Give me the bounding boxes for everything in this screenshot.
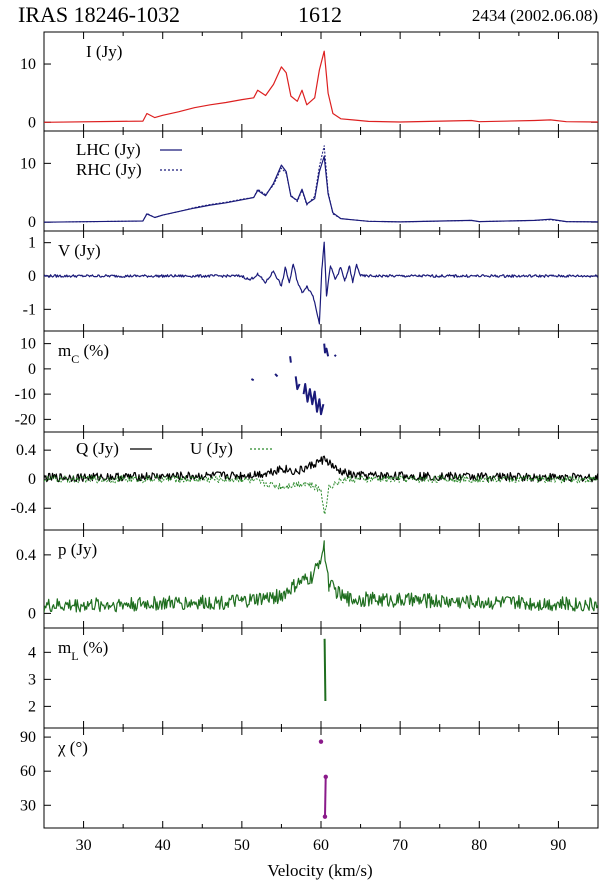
plot-area	[44, 145, 598, 223]
x-axis-label: Velocity (km/s)	[267, 861, 372, 880]
x-tick-label: 60	[313, 837, 329, 854]
series-line-V	[44, 241, 598, 325]
data-segment	[250, 378, 255, 382]
panel-frame	[43, 31, 599, 132]
panel-label: I (Jy)	[86, 42, 122, 61]
plot-area	[44, 540, 598, 613]
x-tick-label: 30	[76, 837, 92, 854]
x-tick-label: 90	[550, 837, 566, 854]
panel-label-unit: (%)	[79, 638, 109, 657]
data-segment	[323, 638, 327, 702]
y-tick-label: 0	[28, 214, 36, 231]
series-line-Q	[44, 455, 598, 483]
legend-label: LHC (Jy)	[76, 140, 141, 159]
source-name: IRAS 18246-1032	[18, 2, 180, 27]
panel-mC: -20 -10 0 10 mC (%)	[15, 330, 599, 433]
legend-label: RHC (Jy)	[76, 160, 142, 179]
panel-label: p (Jy)	[58, 540, 97, 559]
panel-label: mC (%)	[58, 341, 109, 366]
x-tick-label: 40	[155, 837, 171, 854]
series-line-p	[44, 540, 598, 613]
y-tick-label: 10	[20, 155, 36, 172]
y-tick-label: 10	[20, 56, 36, 73]
plot-area	[44, 455, 598, 515]
y-tick-label: 0	[28, 114, 36, 131]
panel-label-subscript: L	[71, 649, 78, 663]
y-tick-label: -0.4	[11, 500, 36, 517]
panel-label: χ (°)	[57, 738, 88, 757]
data-point	[322, 814, 328, 819]
panel-LR: 0 10 LHC (Jy)RHC (Jy)	[20, 130, 599, 232]
panel-V: -1 0 1 V (Jy)	[23, 230, 599, 332]
series-line-RHC	[44, 145, 598, 223]
y-tick-label: 0.4	[16, 442, 36, 459]
plot-area	[250, 343, 337, 416]
y-tick-label: 10	[20, 336, 36, 353]
epoch-label: 2434 (2002.06.08)	[471, 6, 598, 25]
panel-label-unit: (%)	[79, 341, 109, 360]
panel-label: V (Jy)	[58, 241, 101, 260]
data-segment	[323, 343, 330, 357]
series-line-U	[44, 475, 598, 515]
y-tick-label: 0	[28, 361, 36, 378]
y-tick-label: 1	[28, 235, 36, 252]
x-tick-label: 50	[234, 837, 250, 854]
panel-label-subscript: C	[71, 352, 79, 366]
data-segment	[302, 383, 325, 416]
legend-label: U (Jy)	[190, 439, 233, 458]
line-frequency: 1612	[298, 2, 342, 27]
x-tick-label: 70	[392, 837, 408, 854]
data-segment	[294, 376, 301, 391]
y-tick-label: 0.4	[16, 547, 36, 564]
y-tick-label: 4	[28, 644, 36, 661]
panel-frame	[43, 330, 599, 433]
y-tick-label: 3	[28, 671, 36, 688]
y-tick-label: 0	[28, 471, 36, 488]
panel-frame	[43, 529, 599, 629]
data-segment	[289, 356, 292, 363]
data-point	[323, 774, 328, 780]
series-line-I	[44, 50, 598, 123]
y-tick-label: -1	[23, 301, 36, 318]
panel-I: 0 10 I (Jy)	[20, 31, 599, 132]
panel-frame	[43, 627, 599, 729]
panel-p: 0 0.4 p (Jy)	[16, 529, 599, 629]
panel-label: mL (%)	[58, 638, 108, 663]
panel-frame	[43, 431, 599, 531]
data-segment	[274, 373, 279, 378]
y-tick-label: 0	[28, 605, 36, 622]
y-tick-label: -10	[15, 386, 36, 403]
x-tick-label: 80	[471, 837, 487, 854]
plot-area	[318, 739, 328, 819]
legend-label: Q (Jy)	[76, 439, 119, 458]
y-tick-label: 2	[28, 698, 36, 715]
panel-mL: 2 3 4 mL (%)	[28, 627, 599, 729]
data-point	[318, 739, 324, 744]
panel-QU: -0.4 0 0.4 Q (Jy) U (Jy)	[11, 431, 599, 531]
data-segment	[333, 354, 337, 358]
y-tick-label: -20	[15, 411, 36, 428]
plot-area	[44, 241, 598, 325]
y-tick-label: 30	[20, 797, 36, 814]
y-tick-label: 0	[28, 268, 36, 285]
plot-area	[323, 638, 327, 702]
y-tick-label: 60	[20, 763, 36, 780]
y-tick-label: 90	[20, 729, 36, 746]
plot-area	[44, 50, 598, 123]
panel-chi: 30 60 90 χ (°) 30 40 50 60 70 80 90	[20, 727, 599, 854]
data-segment	[324, 776, 327, 817]
